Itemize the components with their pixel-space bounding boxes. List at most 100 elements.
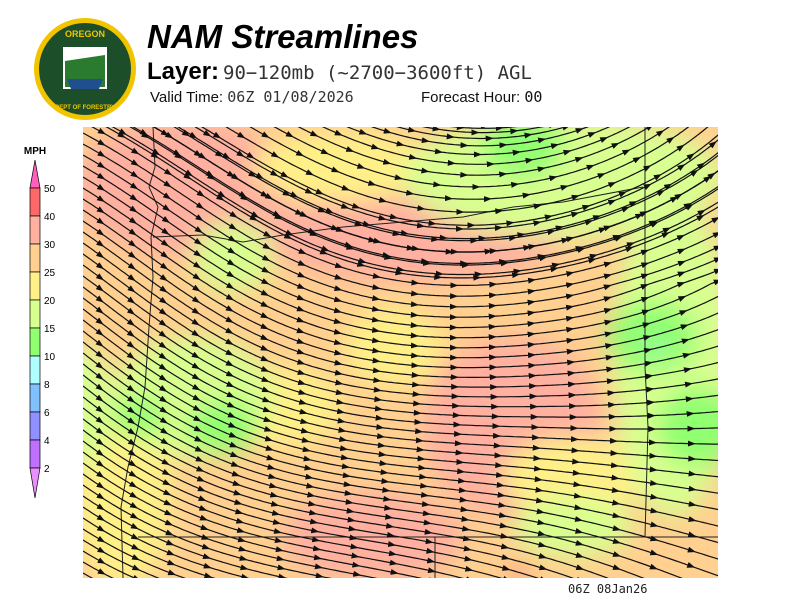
streamline-arrow [640, 249, 650, 256]
streamline-arrow [255, 172, 264, 180]
streamline-arrow [320, 148, 329, 155]
streamline-arrow [356, 261, 366, 267]
streamline-arrow [127, 296, 136, 304]
streamline-arrow [389, 559, 398, 566]
streamline-arrow [126, 363, 135, 371]
streamline-arrow [192, 273, 201, 281]
streamline-arrow [275, 546, 284, 553]
streamline-arrow [341, 184, 350, 191]
streamline-arrow [575, 128, 584, 134]
streamline [83, 132, 718, 297]
streamline-arrow [229, 451, 239, 458]
streamline-arrow [226, 391, 235, 398]
streamline-arrow [621, 206, 630, 213]
streamline-arrow [642, 335, 652, 341]
streamline-arrow [612, 564, 621, 570]
streamline-arrow [396, 140, 405, 147]
colorbar-under-triangle [29, 467, 41, 499]
streamline-arrow [158, 352, 167, 360]
streamline-arrow [500, 532, 509, 539]
streamline-arrow [158, 385, 168, 392]
valid-time-label: Valid Time: [150, 89, 224, 106]
streamline-arrow [196, 189, 205, 197]
streamline-arrow [382, 158, 392, 165]
streamline-arrow [206, 173, 216, 180]
streamline-arrow [198, 505, 208, 511]
streamline-arrow [95, 339, 104, 347]
streamline-arrow [383, 127, 392, 134]
streamline-arrow [547, 229, 556, 236]
streamline-arrow [306, 491, 316, 498]
streamline-arrow [267, 463, 276, 470]
streamline-arrow [370, 143, 380, 150]
streamline-arrow [338, 436, 348, 443]
streamline-arrow [272, 519, 282, 525]
streamline-arrow [196, 475, 206, 482]
streamline-arrow [227, 421, 237, 428]
streamline-arrow [269, 169, 279, 177]
streamline-arrow [127, 417, 136, 425]
streamline-arrow [587, 257, 597, 264]
streamline-arrow [713, 257, 718, 264]
streamline-arrow [160, 239, 169, 247]
streamline-arrow [262, 406, 272, 413]
streamline-arrow [621, 149, 631, 156]
streamline-arrow [95, 284, 104, 292]
streamline-arrow [127, 427, 136, 435]
streamline-arrow [231, 470, 241, 477]
streamline-arrow [163, 499, 172, 506]
streamline-arrow [225, 282, 235, 289]
streamline-arrow [194, 226, 203, 234]
streamline-arrow [95, 250, 105, 259]
streamline-arrow [537, 137, 547, 144]
streamline-arrow [129, 205, 138, 213]
streamline-arrow [159, 416, 169, 424]
streamline-arrow [158, 319, 167, 327]
streamline-arrow [632, 156, 642, 164]
streamline-arrow [587, 132, 597, 138]
streamline-arrow [313, 554, 323, 561]
streamline-arrow [310, 527, 320, 534]
streamline-arrow [236, 527, 246, 533]
streamline-arrow [97, 127, 106, 135]
streamline-arrow [574, 157, 584, 163]
streamline-arrow [315, 188, 324, 195]
streamline-arrow [371, 327, 381, 333]
streamline-arrow [611, 499, 621, 506]
streamline-arrow [575, 539, 584, 546]
colorbar-segment [29, 299, 41, 329]
streamline-arrow [538, 541, 547, 548]
streamline-arrow [193, 249, 202, 257]
streamline-arrow [299, 210, 308, 218]
streamline-arrow [685, 204, 694, 211]
streamline-arrow [550, 143, 560, 150]
streamline-arrow [174, 152, 183, 159]
streamline-arrow [126, 329, 135, 338]
streamline-arrow [335, 389, 344, 396]
streamline-arrow [562, 149, 572, 156]
streamline-arrow [298, 248, 307, 255]
streamline-arrow [603, 273, 613, 280]
colorbar-segment [29, 439, 41, 469]
streamline-arrow [96, 514, 105, 521]
streamline-arrow [575, 564, 585, 571]
streamline-arrow [270, 500, 280, 507]
streamline-arrow [312, 545, 322, 552]
streamline-arrow [499, 522, 508, 529]
streamline-arrow [589, 253, 598, 260]
streamline-arrow [230, 173, 240, 180]
streamline-arrow [212, 131, 222, 139]
streamline-arrow [165, 529, 174, 536]
streamline-arrow [307, 500, 317, 507]
streamline-arrow [372, 237, 382, 244]
streamline-arrow [239, 564, 249, 571]
streamline-arrow [501, 564, 511, 571]
streamline-arrow [712, 231, 718, 239]
streamline-arrow [537, 166, 546, 173]
streamline-arrow [131, 554, 140, 561]
streamline-arrow [387, 541, 397, 547]
streamline-arrow [500, 543, 510, 550]
streamline-arrow [225, 359, 234, 367]
streamline-arrow [351, 202, 361, 209]
streamline-arrow [261, 131, 270, 138]
